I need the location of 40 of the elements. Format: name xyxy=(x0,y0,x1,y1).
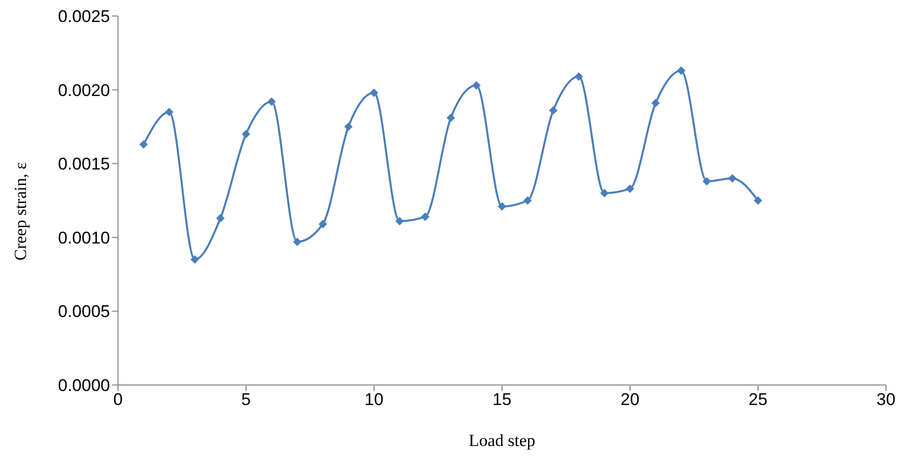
point xyxy=(344,122,352,131)
point xyxy=(242,130,250,138)
x-tick-label: 0 xyxy=(113,390,123,410)
point xyxy=(754,196,762,204)
x-tick-label: 5 xyxy=(241,390,251,410)
point xyxy=(549,106,558,114)
point xyxy=(600,189,608,198)
y-axis-title: Creep strain, ε xyxy=(11,162,30,260)
y-tick-label: 0.0015 xyxy=(58,154,110,174)
point xyxy=(421,212,430,221)
x-tick-label: 25 xyxy=(748,390,768,410)
point xyxy=(165,108,174,116)
point xyxy=(626,184,634,193)
point xyxy=(396,217,404,226)
point xyxy=(190,256,199,264)
point xyxy=(498,202,506,210)
y-tick-label: 0.0000 xyxy=(58,376,110,396)
point xyxy=(268,98,276,106)
x-tick-label: 15 xyxy=(492,390,512,410)
point xyxy=(216,214,224,222)
point xyxy=(524,196,532,204)
x-tick-label: 20 xyxy=(620,390,640,410)
y-tick-label: 0.0020 xyxy=(58,80,110,100)
x-tick-label: 10 xyxy=(364,390,384,410)
x-tick-label: 30 xyxy=(876,390,896,410)
point xyxy=(293,238,302,246)
point xyxy=(702,177,711,186)
x-axis-title: Load step xyxy=(468,431,536,450)
point xyxy=(652,99,660,108)
y-tick-label: 0.0025 xyxy=(58,7,110,26)
point xyxy=(140,140,148,148)
point xyxy=(446,114,455,122)
point xyxy=(472,81,480,90)
point xyxy=(370,88,378,97)
y-tick-label: 0.0005 xyxy=(58,302,110,322)
point xyxy=(318,220,327,228)
y-tick-label: 0.0010 xyxy=(58,228,110,248)
point xyxy=(728,174,736,182)
point xyxy=(574,72,583,81)
point xyxy=(677,66,686,75)
